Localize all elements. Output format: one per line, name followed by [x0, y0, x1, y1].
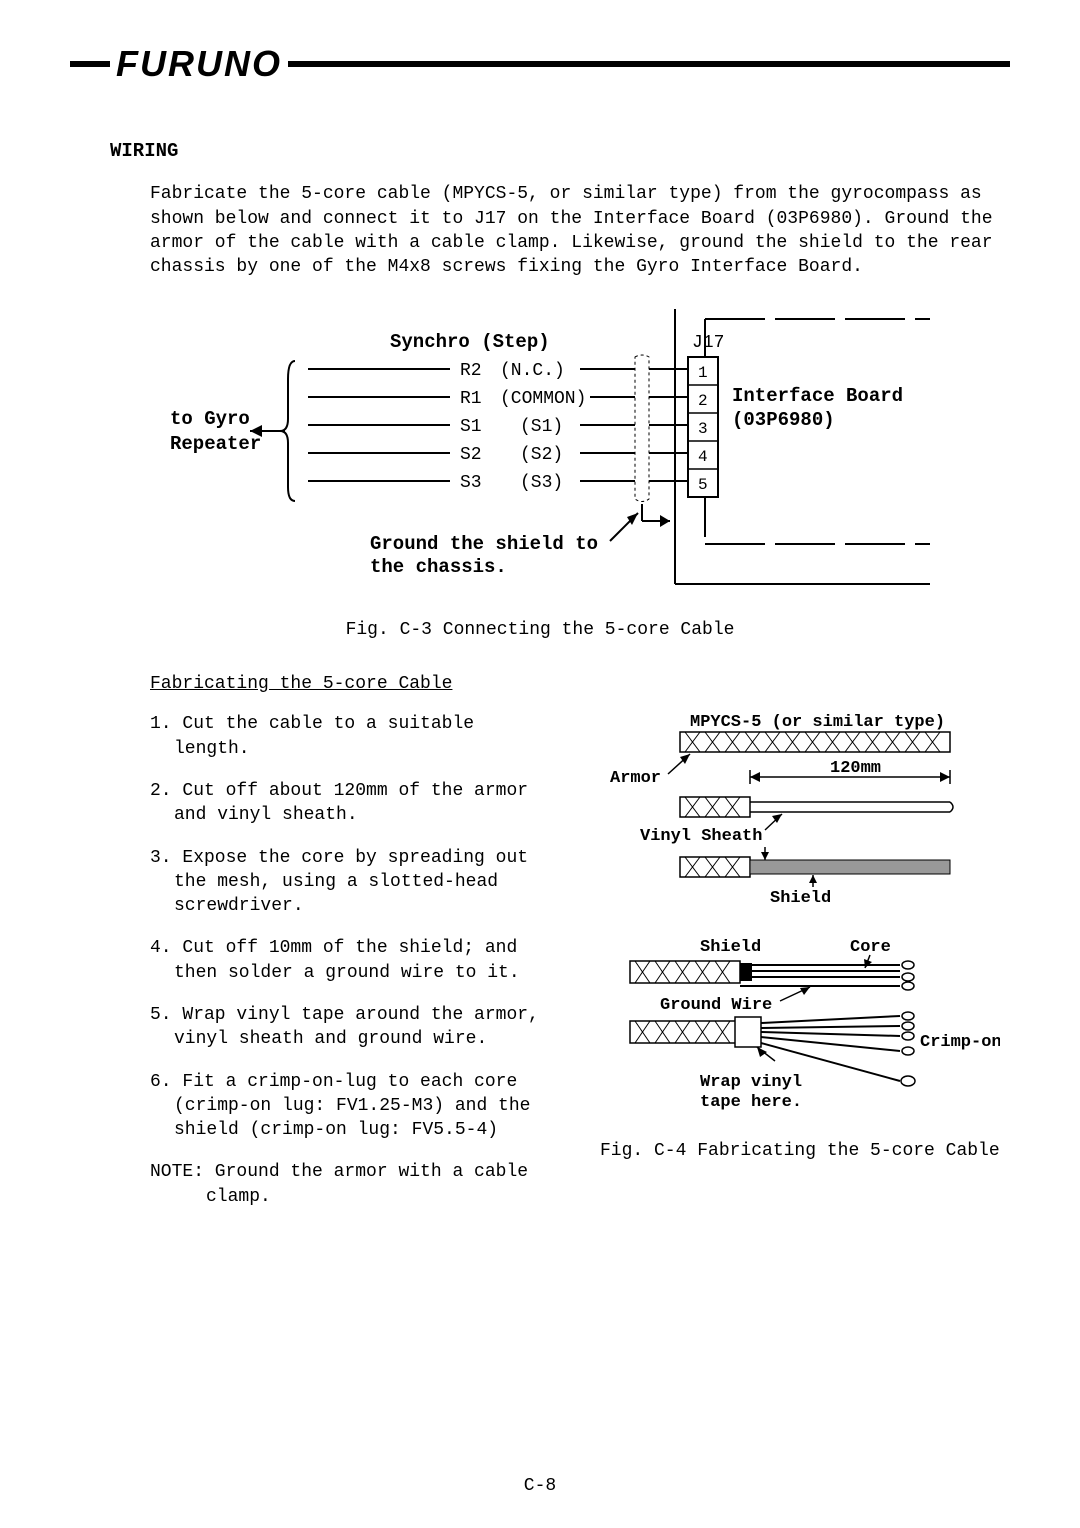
step-1: 1. Cut the cable to a suitable length. [150, 712, 560, 761]
diagram-cable-prep: MPYCS-5 (or similar type) Armor [580, 712, 1000, 922]
header-rule-left [70, 61, 110, 67]
crimp-label: Crimp-on-lug [920, 1033, 1000, 1052]
content-columns: 1. Cut the cable to a suitable length. 2… [150, 712, 1010, 1227]
synchro-label: Synchro (Step) [390, 331, 550, 353]
brace-left [280, 361, 295, 501]
svg-text:(N.C.): (N.C.) [500, 361, 565, 381]
interface-board-label: Interface Board [732, 385, 903, 407]
core-label: Core [850, 938, 891, 957]
step-4: 4. Cut off 10mm of the shield; and then … [150, 936, 560, 985]
svg-text:(COMMON): (COMMON) [500, 389, 586, 409]
page-number: C-8 [0, 1474, 1080, 1498]
header-rule-right [288, 61, 1010, 67]
fig-c4-caption: Fig. C-4 Fabricating the 5-core Cable [600, 1139, 1010, 1163]
wiring-paragraph: Fabricate the 5-core cable (MPYCS-5, or … [150, 182, 1010, 279]
svg-text:(S3): (S3) [520, 473, 563, 493]
ground-text-2: the chassis. [370, 556, 507, 578]
svg-text:4: 4 [698, 448, 708, 466]
svg-text:S2: S2 [460, 445, 482, 465]
logo-text: FURUNO [116, 40, 282, 89]
svg-text:R1: R1 [460, 389, 482, 409]
board-pn-label: (03P6980) [732, 409, 835, 431]
header: FURUNO [70, 40, 1010, 89]
mpycs-label: MPYCS-5 (or similar type) [690, 713, 945, 732]
svg-text:S3: S3 [460, 473, 482, 493]
svg-text:3: 3 [698, 420, 708, 438]
svg-text:R2: R2 [460, 361, 482, 381]
wrap-vinyl-1: Wrap vinyl [700, 1073, 802, 1092]
step-5: 5. Wrap vinyl tape around the armor, vin… [150, 1003, 560, 1052]
svg-text:S1: S1 [460, 417, 482, 437]
connector-outline [635, 355, 649, 502]
note-text: NOTE: Ground the armor with a cable clam… [150, 1160, 560, 1209]
ground-text-1: Ground the shield to [370, 533, 598, 555]
j17-label: J17 [692, 333, 724, 353]
ground-arrow-head [660, 515, 670, 527]
diagram-connecting-cable: to Gyro Repeater Synchro (Step) R2 (N.C.… [70, 309, 1010, 597]
svg-text:2: 2 [698, 392, 708, 410]
svg-text:(S1): (S1) [520, 417, 563, 437]
section-title: WIRING [110, 139, 1010, 165]
ground-wire-label: Ground Wire [660, 996, 772, 1015]
pin-rows: R2 (N.C.) R1 (COMMON) S1 (S1) S2 (S2) S3… [308, 361, 635, 493]
wrap-vinyl-2: tape here. [700, 1093, 802, 1112]
step-6: 6. Fit a crimp-on-lug to each core (crim… [150, 1070, 560, 1143]
length-label: 120mm [830, 759, 881, 778]
repeater-text: Repeater [170, 433, 261, 455]
step-2: 2. Cut off about 120mm of the armor and … [150, 779, 560, 828]
vinyl-sheath-label: Vinyl Sheath [640, 827, 762, 846]
diagram-crimp-lugs: Shield Core Ground Wire [580, 931, 1000, 1131]
svg-text:5: 5 [698, 476, 708, 494]
step-3: 3. Expose the core by spreading out the … [150, 846, 560, 919]
fig-c3-caption: Fig. C-3 Connecting the 5-core Cable [70, 618, 1010, 642]
svg-text:1: 1 [698, 364, 708, 382]
diagrams-column: MPYCS-5 (or similar type) Armor [580, 712, 1010, 1227]
to-gyro-text: to Gyro [170, 408, 250, 430]
pin-box: 1 2 3 4 5 [688, 357, 718, 497]
armor-label: Armor [610, 769, 661, 788]
fabricating-subtitle: Fabricating the 5-core Cable [150, 672, 1010, 696]
svg-text:(S2): (S2) [520, 445, 563, 465]
steps-column: 1. Cut the cable to a suitable length. 2… [150, 712, 580, 1227]
shield-label: Shield [770, 889, 831, 908]
shield-label-2: Shield [700, 938, 761, 957]
